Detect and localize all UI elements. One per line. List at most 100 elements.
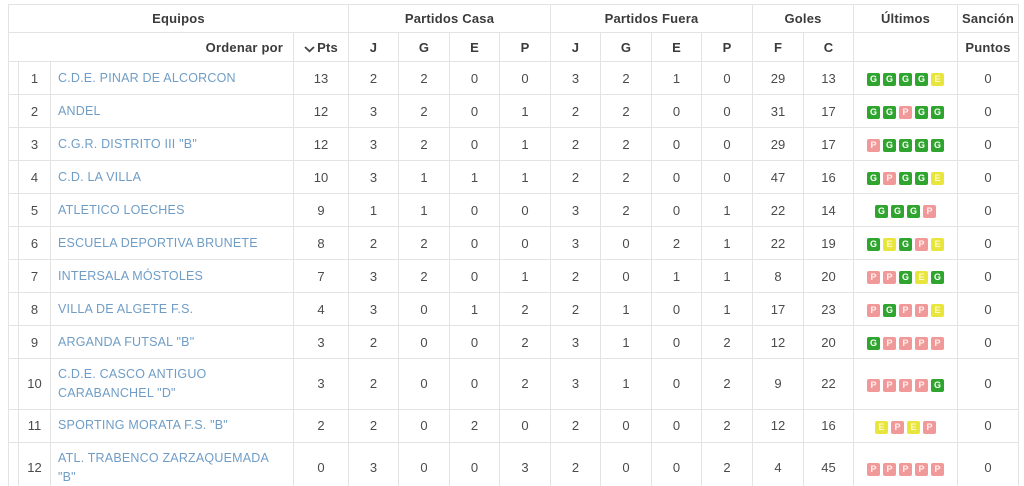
fuera-e-cell: 0: [651, 358, 702, 410]
casa-j-cell: 2: [348, 325, 399, 359]
team-link[interactable]: INTERSALA MÓSTOLES: [58, 268, 204, 283]
casa-g-cell: 2: [398, 94, 450, 128]
pts-cell: 3: [293, 358, 349, 410]
sancion-cell: 0: [957, 325, 1020, 359]
goals-for-cell: 8: [752, 259, 805, 293]
team-link[interactable]: C.D.E. CASCO ANTIGUO CARABANCHEL "D": [58, 367, 207, 400]
row-indicator: [8, 441, 19, 486]
fuera-e-cell: 0: [651, 127, 702, 161]
sort-pts-control[interactable]: Pts: [293, 32, 349, 62]
row-indicator: [8, 61, 19, 95]
row-indicator: [8, 193, 19, 227]
goals-against-cell: 23: [803, 292, 855, 326]
fuera-p-cell: 1: [700, 259, 754, 293]
position-cell: 4: [18, 160, 51, 194]
form-badge-win: G: [883, 106, 897, 119]
casa-e-cell: 0: [449, 259, 500, 293]
fuera-g-cell: 1: [600, 358, 652, 410]
position-cell: 12: [18, 441, 51, 486]
form-badge-loss: P: [923, 420, 937, 434]
form-badge-loss: P: [899, 304, 913, 317]
col-fuera-j: J: [550, 32, 601, 62]
position-cell: 9: [18, 325, 51, 359]
position-cell: 5: [18, 193, 51, 227]
form-badge-win: G: [907, 205, 921, 218]
position-cell: 10: [18, 358, 51, 410]
casa-p-cell: 0: [499, 193, 551, 227]
team-link[interactable]: C.G.R. DISTRITO III "B": [58, 136, 197, 151]
casa-p-cell: 0: [499, 226, 551, 260]
team-link[interactable]: ATLETICO LOECHES: [58, 202, 185, 217]
fuera-g-cell: 0: [600, 408, 652, 443]
fuera-j-cell: 2: [550, 292, 601, 326]
fuera-j-cell: 2: [550, 408, 601, 443]
fuera-p-cell: 0: [700, 94, 754, 128]
goals-for-cell: 4: [752, 441, 805, 486]
fuera-j-cell: 2: [550, 127, 601, 161]
standings-table: Equipos Partidos Casa Partidos Fuera Gol…: [8, 4, 1020, 486]
team-link[interactable]: ESCUELA DEPORTIVA BRUNETE: [58, 235, 258, 250]
col-fuera-p: P: [700, 32, 754, 62]
casa-g-cell: 0: [398, 292, 450, 326]
col-goles-f: F: [752, 32, 805, 62]
fuera-j-cell: 3: [550, 226, 601, 260]
fuera-g-cell: 2: [600, 160, 652, 194]
form-badge-win: G: [867, 73, 881, 86]
row-indicator: [8, 408, 19, 443]
fuera-e-cell: 0: [651, 325, 702, 359]
team-link[interactable]: VILLA DE ALGETE F.S.: [58, 301, 194, 316]
goals-against-cell: 17: [803, 127, 855, 161]
col-group-sancion: Sanción: [957, 4, 1020, 33]
row-indicator: [8, 325, 19, 359]
team-link[interactable]: ATL. TRABENCO ZARZAQUEMADA "B": [58, 450, 269, 484]
team-link[interactable]: ARGANDA FUTSAL "B": [58, 334, 195, 349]
form-badge-loss: P: [899, 462, 913, 476]
goals-against-cell: 19: [803, 226, 855, 260]
fuera-g-cell: 2: [600, 127, 652, 161]
casa-j-cell: 3: [348, 259, 399, 293]
form-badge-loss: P: [915, 238, 929, 251]
casa-e-cell: 0: [449, 441, 500, 486]
goals-against-cell: 16: [803, 408, 855, 443]
goals-for-cell: 29: [752, 127, 805, 161]
fuera-j-cell: 3: [550, 358, 601, 410]
team-cell: ATLETICO LOECHES: [50, 193, 294, 227]
fuera-p-cell: 1: [700, 292, 754, 326]
team-link[interactable]: C.D.E. PINAR DE ALCORCON: [58, 70, 236, 85]
team-cell: C.D. LA VILLA: [50, 160, 294, 194]
goals-against-cell: 20: [803, 259, 855, 293]
pts-cell: 4: [293, 292, 349, 326]
fuera-p-cell: 1: [700, 193, 754, 227]
form-badge-loss: P: [883, 378, 897, 392]
pts-cell: 13: [293, 61, 349, 95]
team-link[interactable]: SPORTING MORATA F.S. "B": [58, 418, 228, 433]
casa-j-cell: 2: [348, 408, 399, 443]
sancion-cell: 0: [957, 292, 1020, 326]
team-link[interactable]: ANDEL: [58, 103, 101, 118]
fuera-p-cell: 2: [700, 325, 754, 359]
fuera-e-cell: 1: [651, 259, 702, 293]
fuera-g-cell: 1: [600, 325, 652, 359]
col-group-partidos-casa: Partidos Casa: [348, 4, 551, 33]
team-cell: ANDEL: [50, 94, 294, 128]
casa-e-cell: 1: [449, 292, 500, 326]
casa-e-cell: 0: [449, 193, 500, 227]
form-badge-loss: P: [867, 139, 881, 152]
form-badge-loss: P: [867, 304, 881, 317]
form-badge-win: G: [931, 378, 945, 392]
fuera-e-cell: 0: [651, 193, 702, 227]
goals-for-cell: 22: [752, 193, 805, 227]
form-badge-loss: P: [891, 420, 905, 434]
fuera-p-cell: 1: [700, 226, 754, 260]
team-link[interactable]: C.D. LA VILLA: [58, 169, 142, 184]
form-badge-loss: P: [883, 462, 897, 476]
form-badge-win: G: [931, 139, 945, 152]
form-badge-win: G: [931, 271, 945, 284]
fuera-g-cell: 2: [600, 94, 652, 128]
position-cell: 8: [18, 292, 51, 326]
goals-for-cell: 22: [752, 226, 805, 260]
